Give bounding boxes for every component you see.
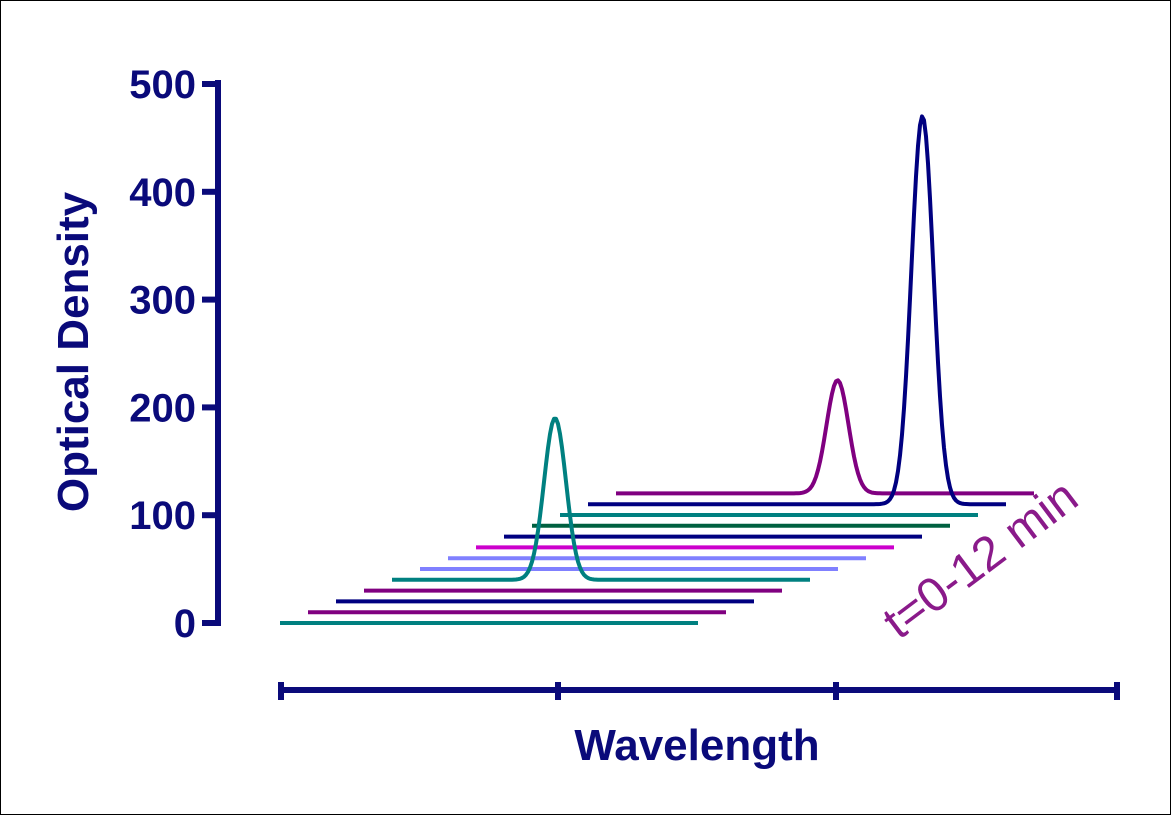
series-trace [392, 416, 810, 582]
y-tick-label: 500 [129, 63, 196, 107]
y-tick-label: 200 [129, 386, 196, 430]
y-axis-title: Optical Density [49, 191, 98, 512]
x-axis-title: Wavelength [574, 721, 819, 770]
y-tick-label: 100 [129, 494, 196, 538]
series-trace [616, 378, 1034, 496]
y-ticks: 0 100 200 300 400 500 [129, 63, 218, 646]
series-group [280, 114, 1034, 625]
time-annotation: t=0-12 min [874, 470, 1088, 650]
x-ticks [278, 682, 1120, 700]
y-tick-label: 300 [129, 279, 196, 323]
y-tick-label: 400 [129, 171, 196, 215]
y-tick-label: 0 [174, 602, 196, 646]
series-trace [588, 114, 1006, 507]
